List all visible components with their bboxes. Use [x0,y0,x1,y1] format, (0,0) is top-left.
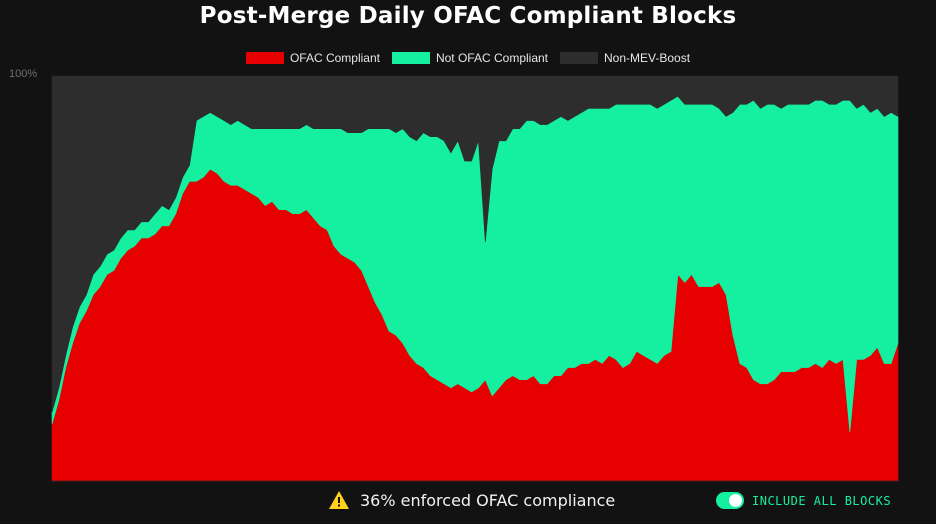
legend-item-not-ofac-compliant[interactable]: Not OFAC Compliant [391,51,549,65]
legend: OFAC Compliant Not OFAC Compliant Non-ME… [0,51,936,65]
legend-label-non-mev-boost: Non-MEV-Boost [604,51,691,65]
legend-swatch-not-ofac-compliant [391,52,430,64]
toggle-switch[interactable] [716,492,744,509]
legend-swatch-ofac-compliant [245,52,284,64]
warning-triangle-icon [329,491,349,509]
stacked-areas [51,75,899,482]
compliance-message-text: 36% enforced OFAC compliance [360,490,616,510]
toggle-knob [729,494,742,507]
toggle-label: INCLUDE ALL BLOCKS [752,493,892,508]
chart-title: Post-Merge Daily OFAC Compliant Blocks [199,3,737,29]
legend-label-not-ofac-compliant: Not OFAC Compliant [435,51,549,65]
legend-item-non-mev-boost[interactable]: Non-MEV-Boost [560,51,690,65]
include-all-blocks-toggle[interactable]: INCLUDE ALL BLOCKS [716,492,891,509]
legend-label-ofac-compliant: OFAC Compliant [289,51,380,65]
legend-item-ofac-compliant[interactable]: OFAC Compliant [245,51,380,65]
y-tick-label-top: 100% [9,68,38,80]
legend-swatch-non-mev-boost [560,52,599,64]
compliance-message: 36% enforced OFAC compliance [328,490,615,510]
area-series-non-mev-boost [51,75,899,413]
